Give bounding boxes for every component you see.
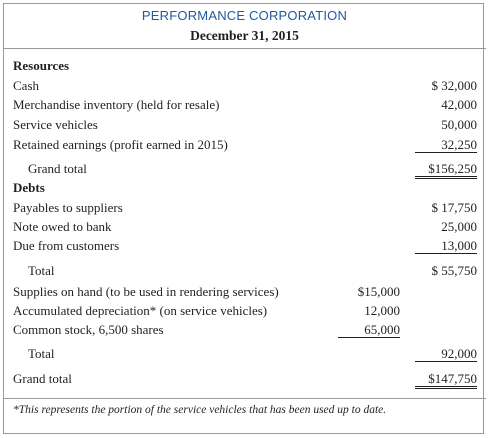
row-label: Payables to suppliers xyxy=(13,200,123,215)
amount: 25,000 xyxy=(441,219,477,234)
row-label: Total xyxy=(28,263,55,278)
amount: $ 17,750 xyxy=(431,200,478,215)
statement-date: December 31, 2015 xyxy=(190,28,299,43)
amount: $156,250 xyxy=(415,161,477,179)
section-heading: Resources xyxy=(13,58,70,73)
inner-amount: 65,000 xyxy=(338,322,400,338)
inner-amount: 12,000 xyxy=(364,303,400,318)
amount: 32,250 xyxy=(415,137,477,153)
amount: $ 32,000 xyxy=(431,78,478,93)
row-label: Service vehicles xyxy=(13,117,98,132)
section-heading: Debts xyxy=(13,180,45,195)
amount: 92,000 xyxy=(415,346,477,362)
row-label: Supplies on hand (to be used in renderin… xyxy=(13,284,279,299)
amount: 42,000 xyxy=(441,97,477,112)
amount: $ 55,750 xyxy=(431,263,478,278)
row-label: Due from customers xyxy=(13,238,120,253)
frame xyxy=(3,3,484,434)
row-label: Merchandise inventory (held for resale) xyxy=(13,97,220,112)
footnote: *This represents the portion of the serv… xyxy=(13,404,387,416)
row-label: Cash xyxy=(13,78,39,93)
company-name: PERFORMANCE CORPORATION xyxy=(141,8,348,23)
inner-amount: $15,000 xyxy=(357,284,400,299)
amount: $147,750 xyxy=(415,371,477,389)
header-rule xyxy=(3,48,486,49)
row-label: Total xyxy=(28,346,55,361)
row-label: Common stock, 6,500 shares xyxy=(13,322,164,337)
row-label: Grand total xyxy=(28,161,87,176)
row-label: Grand total xyxy=(13,371,72,386)
row-label: Retained earnings (profit earned in 2015… xyxy=(13,137,228,152)
footnote-rule xyxy=(3,398,486,399)
amount: 13,000 xyxy=(415,238,477,254)
row-label: Note owed to bank xyxy=(13,219,112,234)
amount: 50,000 xyxy=(441,117,477,132)
row-label: Accumulated depreciation* (on service ve… xyxy=(13,303,268,318)
